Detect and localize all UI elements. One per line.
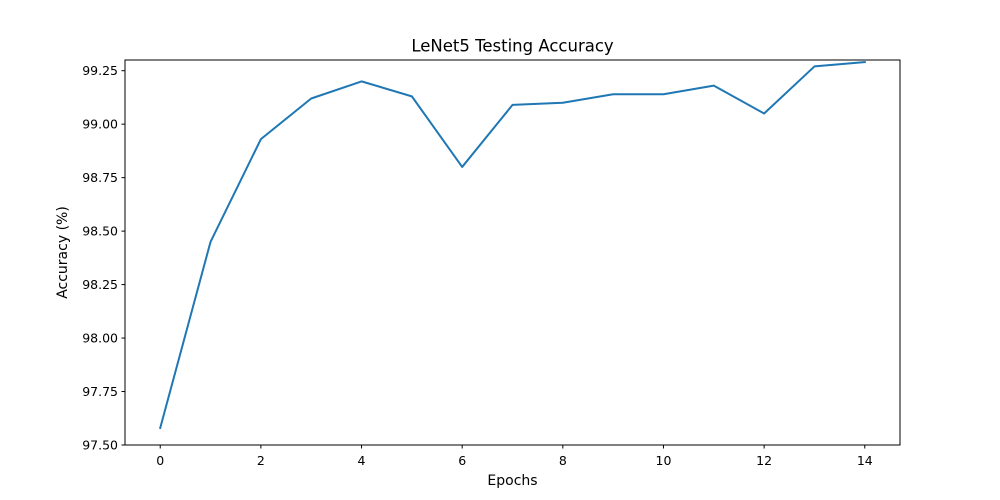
data-point	[662, 93, 664, 95]
x-tick-label: 10	[656, 453, 672, 468]
y-tick-label: 98.25	[82, 277, 118, 292]
x-tick-label: 14	[857, 453, 873, 468]
data-point	[461, 166, 463, 168]
data-point	[713, 84, 715, 86]
series-layer	[159, 61, 866, 430]
x-tick-label: 2	[257, 453, 265, 468]
y-tick-label: 98.50	[82, 224, 118, 239]
x-axis-ticks: 0 2 4 6 8 10 12 14	[156, 445, 873, 468]
data-point	[260, 138, 262, 140]
series-line	[159, 61, 866, 430]
plot-area	[125, 60, 900, 445]
data-point	[864, 61, 866, 63]
y-tick-label: 98.75	[82, 170, 118, 185]
data-point	[612, 93, 614, 95]
y-tick-label: 97.75	[82, 384, 118, 399]
y-axis-label: Accuracy (%)	[55, 206, 71, 299]
chart-title: LeNet5 Testing Accuracy	[411, 37, 614, 56]
axes-frame	[124, 59, 901, 446]
x-tick-label: 6	[458, 453, 466, 468]
x-tick-label: 4	[358, 453, 366, 468]
y-tick-label: 99.00	[82, 117, 118, 132]
x-tick-label: 0	[156, 453, 164, 468]
data-point	[813, 65, 815, 67]
y-axis-ticks: 97.50 97.75 98.00 98.25 98.50 98.75 99.00 99.25	[82, 63, 125, 453]
data-point	[562, 102, 564, 104]
y-tick-label: 97.50	[82, 438, 118, 453]
data-point	[763, 112, 765, 114]
x-tick-label: 8	[559, 453, 567, 468]
data-point	[209, 241, 211, 243]
data-point	[511, 104, 513, 106]
x-axis-label: Epochs	[487, 473, 537, 489]
data-point	[411, 95, 413, 97]
y-tick-label: 98.00	[82, 331, 118, 346]
data-point	[310, 97, 312, 99]
data-point	[360, 80, 362, 82]
data-point	[159, 427, 161, 429]
x-tick-label: 12	[756, 453, 772, 468]
y-tick-label: 99.25	[82, 63, 118, 78]
